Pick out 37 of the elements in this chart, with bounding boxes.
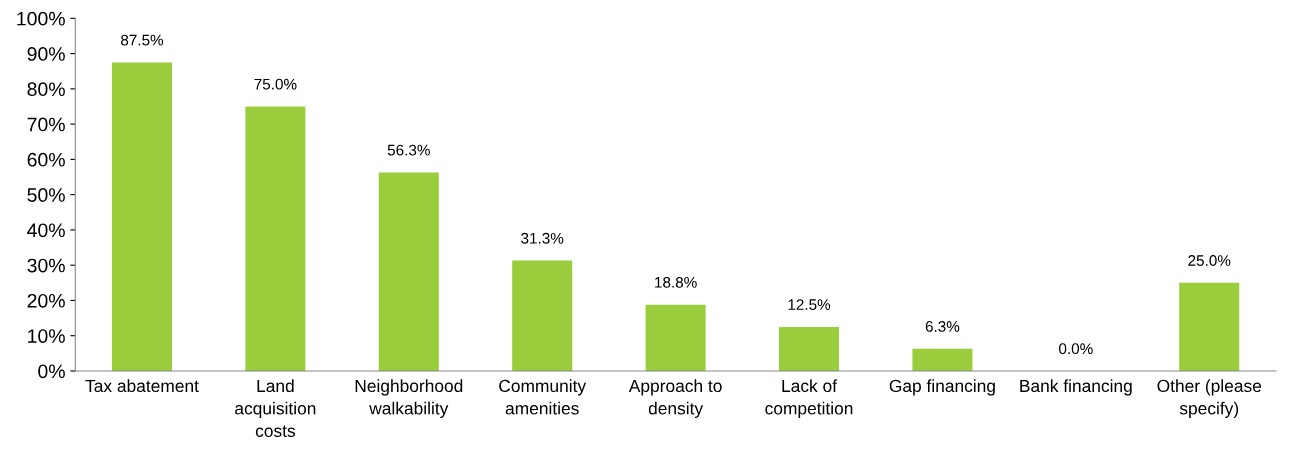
y-tick-label: 50% <box>27 188 65 202</box>
y-tick-label: 100% <box>17 11 65 26</box>
bar <box>912 348 973 371</box>
x-tick-label: Tax abatement <box>85 379 199 393</box>
bar <box>378 172 439 371</box>
data-label: 75.0% <box>254 78 297 90</box>
data-label: 31.3% <box>521 232 564 244</box>
bar <box>512 260 573 371</box>
y-tick-label: 90% <box>27 47 65 61</box>
y-tick-label: 60% <box>27 152 65 167</box>
bar <box>1179 282 1240 371</box>
y-tick-label: 70% <box>27 117 65 132</box>
y-tick-label: 30% <box>27 258 65 273</box>
data-label: 56.3% <box>387 144 430 156</box>
y-tick-label: 20% <box>27 293 65 308</box>
x-tick-label: Neighborhood walkability <box>355 379 463 418</box>
bar <box>779 326 840 371</box>
y-tick-label: 80% <box>27 82 65 97</box>
x-tick-label: Gap financing <box>889 379 995 396</box>
x-tick-label: Other (please specify) <box>1157 379 1262 418</box>
data-label: 12.5% <box>788 299 831 310</box>
data-label: 25.0% <box>1188 255 1231 266</box>
bar <box>111 62 172 371</box>
x-tick-label: Bank financing <box>1020 379 1132 396</box>
y-tick-label: 40% <box>27 223 65 238</box>
x-tick-label: Land acquisition costs <box>235 379 316 438</box>
y-tick-label: 0% <box>38 364 65 379</box>
x-tick-label: Community amenities <box>499 379 587 415</box>
data-label: 18.8% <box>655 276 697 288</box>
bar <box>645 304 706 371</box>
bar <box>245 106 306 371</box>
data-label: 87.5% <box>120 34 164 46</box>
data-label: 0.0% <box>1059 343 1093 355</box>
x-tick-label: Approach to density <box>628 379 722 418</box>
data-label: 6.3% <box>925 321 960 332</box>
x-tick-label: Lack of competition <box>765 379 853 418</box>
y-tick-label: 10% <box>28 329 65 343</box>
